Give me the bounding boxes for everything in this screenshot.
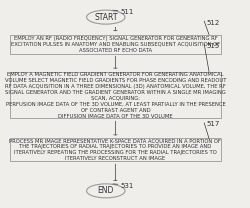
Text: EMPLOY A MAGNETIC FIELD GRADIENT GENERATOR FOR GENERATING ANATOMICAL
VOLUME SELE: EMPLOY A MAGNETIC FIELD GRADIENT GENERAT… <box>5 72 226 119</box>
Text: 512: 512 <box>206 20 220 26</box>
Ellipse shape <box>86 184 125 198</box>
FancyBboxPatch shape <box>10 139 221 161</box>
Text: 515: 515 <box>206 43 220 49</box>
Text: START: START <box>94 13 118 22</box>
Text: 531: 531 <box>120 183 134 189</box>
FancyBboxPatch shape <box>10 35 221 54</box>
FancyBboxPatch shape <box>10 72 221 119</box>
Text: EMPLOY AN RF (RADIO FREQUENCY) SIGNAL GENERATOR FOR GENERATING RF
EXCITATION PUL: EMPLOY AN RF (RADIO FREQUENCY) SIGNAL GE… <box>11 36 220 53</box>
Text: END: END <box>98 186 114 195</box>
Text: PROCESS MR IMAGE REPRESENTATIVE K-SPACE DATA ACQUIRED IN A PORTION OF
THE TRAJEC: PROCESS MR IMAGE REPRESENTATIVE K-SPACE … <box>10 139 221 161</box>
Ellipse shape <box>86 10 125 24</box>
Text: 517: 517 <box>206 121 220 128</box>
Text: 511: 511 <box>120 9 134 15</box>
